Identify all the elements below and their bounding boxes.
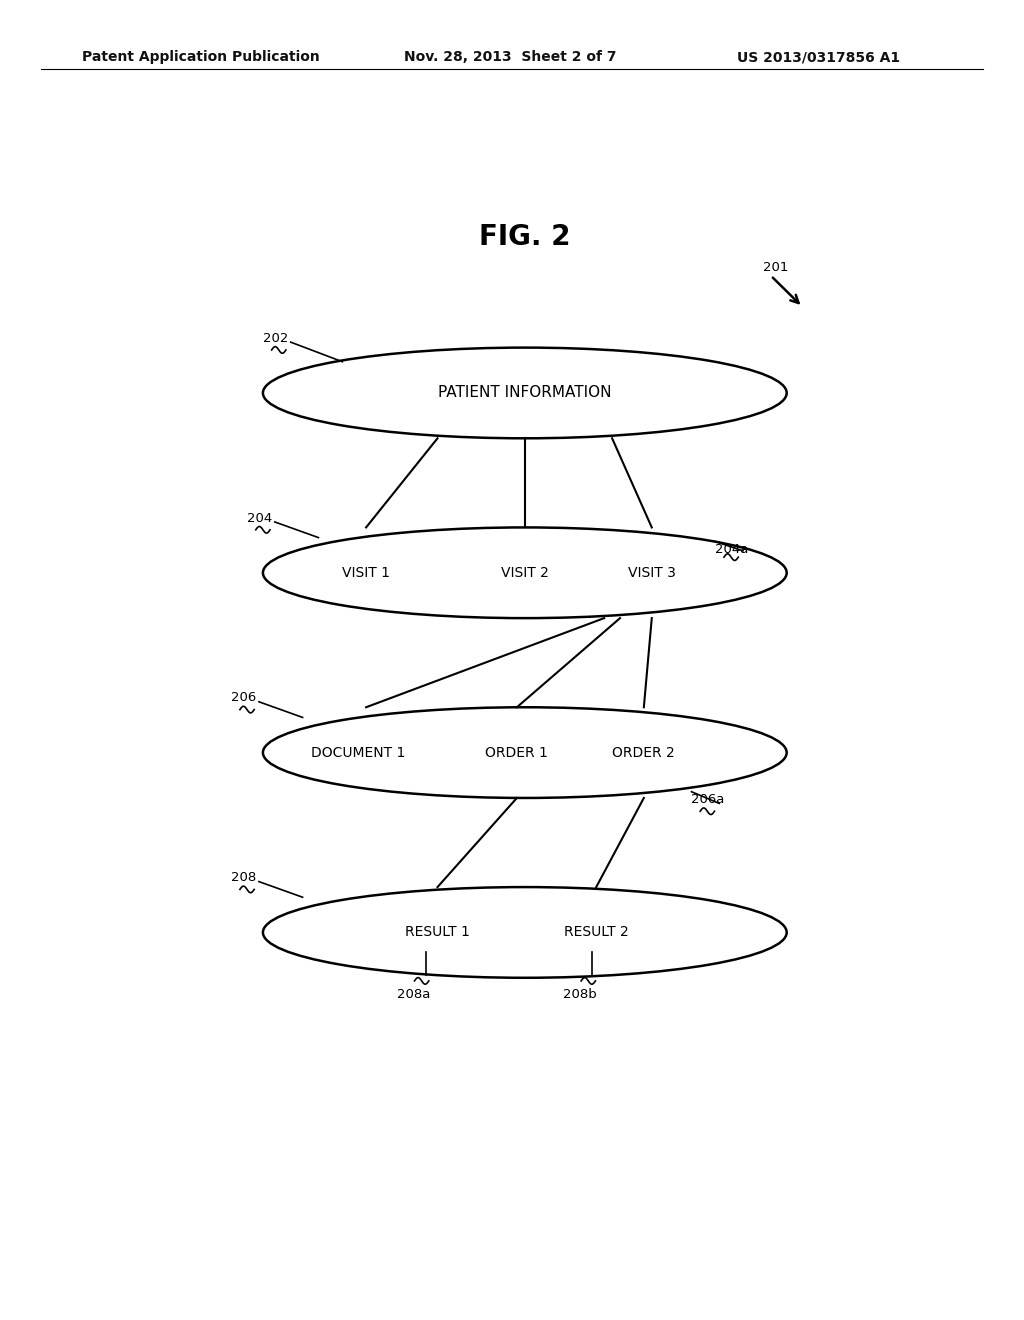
Text: Patent Application Publication: Patent Application Publication [82,50,319,65]
Text: Nov. 28, 2013  Sheet 2 of 7: Nov. 28, 2013 Sheet 2 of 7 [404,50,617,65]
Text: 206: 206 [231,692,256,705]
Text: US 2013/0317856 A1: US 2013/0317856 A1 [737,50,900,65]
Text: 206a: 206a [691,793,725,807]
Text: VISIT 3: VISIT 3 [628,566,676,579]
Text: ORDER 2: ORDER 2 [612,746,675,759]
Text: FIG. 2: FIG. 2 [479,223,570,251]
Text: RESULT 1: RESULT 1 [406,925,470,940]
Text: 208b: 208b [563,989,597,1002]
Text: PATIENT INFORMATION: PATIENT INFORMATION [438,385,611,400]
Text: VISIT 1: VISIT 1 [342,566,390,579]
Text: 201: 201 [763,261,788,275]
Text: 208a: 208a [397,989,430,1002]
Text: VISIT 2: VISIT 2 [501,566,549,579]
Text: ORDER 1: ORDER 1 [485,746,548,759]
Text: 204a: 204a [715,543,749,556]
Text: 202: 202 [263,331,289,345]
Text: RESULT 2: RESULT 2 [564,925,629,940]
Text: DOCUMENT 1: DOCUMENT 1 [311,746,406,759]
Text: 204: 204 [247,512,272,524]
Text: 208: 208 [231,871,256,884]
